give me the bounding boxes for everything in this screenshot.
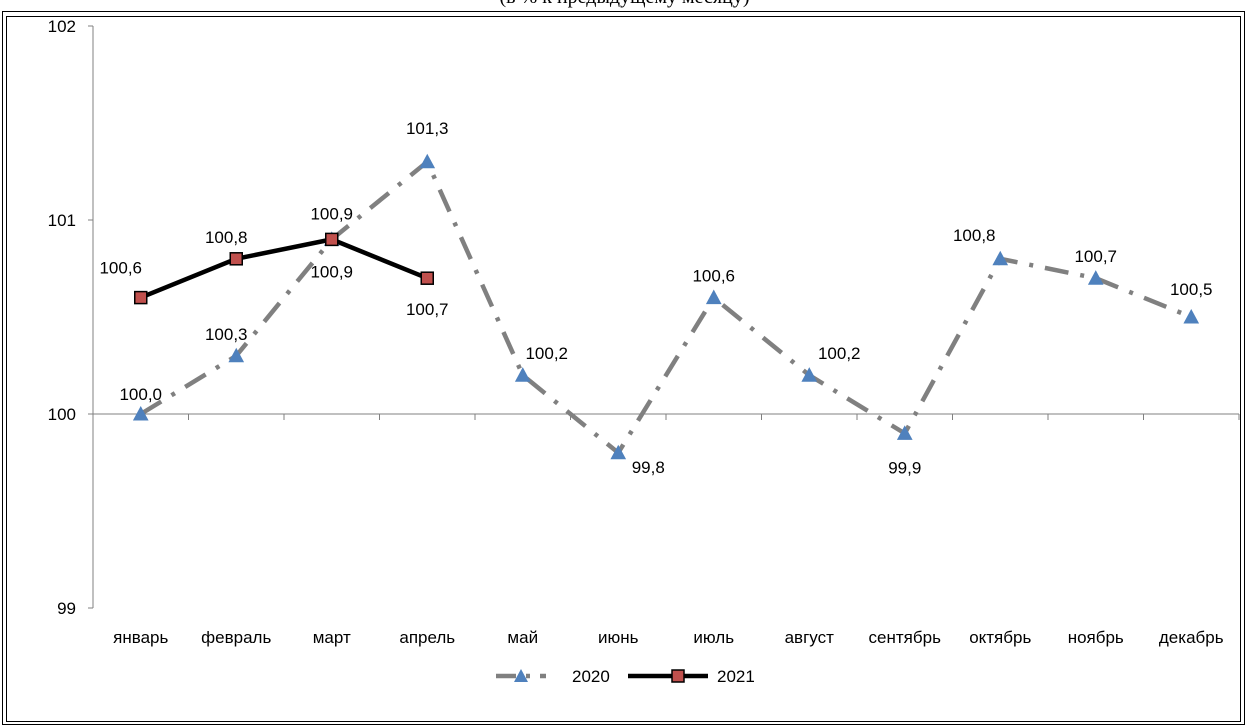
data-label-2021: 100,7	[406, 300, 449, 319]
data-label-2020: 100,2	[525, 344, 568, 363]
data-point-2021	[229, 252, 243, 266]
data-label-2020: 100,0	[119, 385, 162, 404]
data-point-2020	[1183, 308, 1200, 324]
data-label-2020: 100,3	[205, 325, 248, 344]
x-tick-label: август	[785, 628, 834, 647]
x-tick-label: январь	[113, 628, 168, 647]
data-point-2020	[132, 405, 149, 421]
legend-label-2021: 2021	[717, 667, 755, 686]
data-label-2020: 99,8	[632, 458, 665, 477]
data-label-2021: 100,8	[205, 228, 248, 247]
data-label-2020: 100,6	[692, 267, 735, 286]
legend-marker-2020	[514, 669, 528, 682]
data-point-2021	[134, 290, 148, 305]
y-tick-label: 102	[48, 17, 76, 36]
series-line-2020	[139, 158, 1193, 457]
x-tick-label: сентябрь	[869, 628, 942, 647]
data-point-2020	[228, 347, 245, 363]
data-point-2020	[1087, 270, 1104, 285]
data-label-2020: 100,2	[818, 344, 861, 363]
x-tick-label: май	[507, 628, 538, 647]
chart-subtitle: (в % к предыдущему месяцу)	[0, 0, 1249, 9]
data-point-2020	[610, 444, 627, 460]
series-line-2021	[139, 237, 429, 300]
x-tick-label: декабрь	[1159, 628, 1224, 647]
data-point-2021	[325, 232, 339, 247]
chart-frame-outer	[2, 11, 1245, 725]
y-tick-label: 100	[48, 405, 76, 424]
data-label-2020: 99,9	[888, 458, 921, 477]
data-label-2020: 100,7	[1074, 247, 1117, 266]
data-point-2020	[514, 367, 531, 382]
data-point-2020	[896, 425, 913, 440]
chart-frame-inner	[6, 16, 1241, 722]
x-tick-label: октябрь	[969, 628, 1031, 647]
y-tick-label: 99	[57, 599, 76, 618]
data-label-2021: 100,6	[99, 259, 142, 278]
data-point-2021	[420, 271, 434, 285]
data-label-2020: 100,8	[953, 226, 996, 245]
x-tick-label: апрель	[399, 628, 455, 647]
x-tick-label: июнь	[598, 628, 639, 647]
x-tick-label: ноябрь	[1068, 628, 1124, 647]
legend-marker-2021	[671, 669, 685, 683]
data-point-2020	[801, 367, 818, 382]
legend-label-2020: 2020	[572, 667, 610, 686]
data-label-2021: 100,9	[310, 204, 353, 223]
data-point-2020	[419, 153, 436, 169]
x-tick-label: июль	[693, 628, 734, 647]
x-tick-label: март	[313, 628, 351, 647]
x-tick-label: февраль	[201, 628, 271, 647]
data-point-2020	[705, 289, 722, 305]
data-label-2020: 100,5	[1170, 280, 1213, 299]
y-tick-label: 101	[48, 211, 76, 230]
data-label-2020: 101,3	[406, 119, 449, 138]
data-label-2020: 100,9	[310, 262, 353, 281]
data-point-2020	[992, 250, 1009, 266]
